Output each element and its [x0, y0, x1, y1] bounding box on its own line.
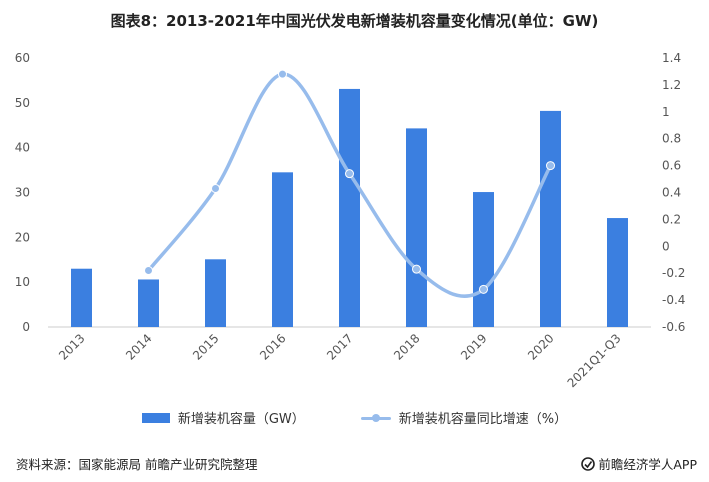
growth-point-2020	[547, 162, 555, 170]
left-tick-label: 50	[15, 96, 30, 110]
right-tick-label: 0.2	[662, 212, 681, 226]
left-axis-ticks: 0 10 20 30 40 50 60	[15, 51, 30, 334]
right-tick-label: 0.8	[662, 132, 681, 146]
x-tick-label: 2015	[190, 331, 221, 362]
bar-2021Q1-Q3	[607, 218, 628, 327]
left-tick-label: 60	[15, 51, 30, 65]
right-tick-label: -0.4	[662, 293, 685, 307]
legend-item-line: 新增装机容量同比增速（%）	[361, 408, 567, 427]
left-tick-label: 40	[15, 141, 30, 155]
growth-point-2018	[413, 265, 421, 273]
legend-bar-swatch	[142, 413, 170, 423]
bar-2014	[138, 279, 159, 327]
bar-2017	[339, 89, 360, 327]
bar-series	[71, 89, 628, 327]
brand-note: 前瞻经济学人APP	[581, 454, 697, 473]
right-tick-label: 1	[662, 105, 670, 119]
bar-2019	[473, 192, 494, 327]
right-tick-label: 0.4	[662, 186, 681, 200]
right-tick-label: 1.2	[662, 78, 681, 92]
growth-point-2019	[480, 285, 488, 293]
legend-item-bars: 新增装机容量（GW）	[142, 408, 305, 427]
brand-logo-icon	[581, 457, 595, 471]
right-tick-label: 0	[662, 239, 670, 253]
bar-2015	[205, 259, 226, 327]
growth-point-2014	[145, 267, 153, 275]
source-note: 资料来源：国家能源局 前瞻产业研究院整理	[16, 454, 257, 473]
x-tick-label: 2016	[257, 331, 288, 362]
right-tick-label: -0.2	[662, 266, 685, 280]
x-tick-label: 2021Q1-Q3	[565, 331, 624, 390]
left-tick-label: 0	[22, 320, 30, 334]
growth-point-2017	[346, 170, 354, 178]
left-tick-label: 10	[15, 275, 30, 289]
brand-label: 前瞻经济学人APP	[598, 454, 697, 473]
legend-label-line: 新增装机容量同比增速（%）	[399, 408, 567, 427]
bar-2018	[406, 128, 427, 327]
combo-chart: 0 10 20 30 40 50 60 -0.6 -0.4 -0.2 0 0.2 0.4 0.6 0.8 1…	[0, 0, 709, 400]
right-tick-label: 0.6	[662, 159, 681, 173]
right-tick-label: -0.6	[662, 320, 685, 334]
x-tick-label: 2020	[525, 331, 556, 362]
growth-point-2015	[212, 184, 220, 192]
x-tick-label: 2014	[123, 331, 154, 362]
legend: 新增装机容量（GW） 新增装机容量同比增速（%）	[0, 408, 709, 427]
x-axis-ticks: 2013 2014 2015 2016 2017 2018 2019 2020 2021Q1-Q…	[56, 331, 623, 390]
bar-2016	[272, 172, 293, 327]
legend-line-swatch	[361, 413, 391, 423]
right-axis-ticks: -0.6 -0.4 -0.2 0 0.2 0.4 0.6 0.8 1 1.2 1.4	[662, 51, 685, 334]
growth-point-2016	[279, 70, 287, 78]
bar-2020	[540, 111, 561, 327]
x-tick-label: 2019	[458, 331, 489, 362]
left-tick-label: 30	[15, 186, 30, 200]
bar-2013	[71, 269, 92, 327]
right-tick-label: 1.4	[662, 51, 681, 65]
legend-label-bars: 新增装机容量（GW）	[178, 408, 305, 427]
x-tick-label: 2018	[391, 331, 422, 362]
x-tick-label: 2013	[56, 331, 87, 362]
x-tick-label: 2017	[324, 331, 355, 362]
left-tick-label: 20	[15, 230, 30, 244]
